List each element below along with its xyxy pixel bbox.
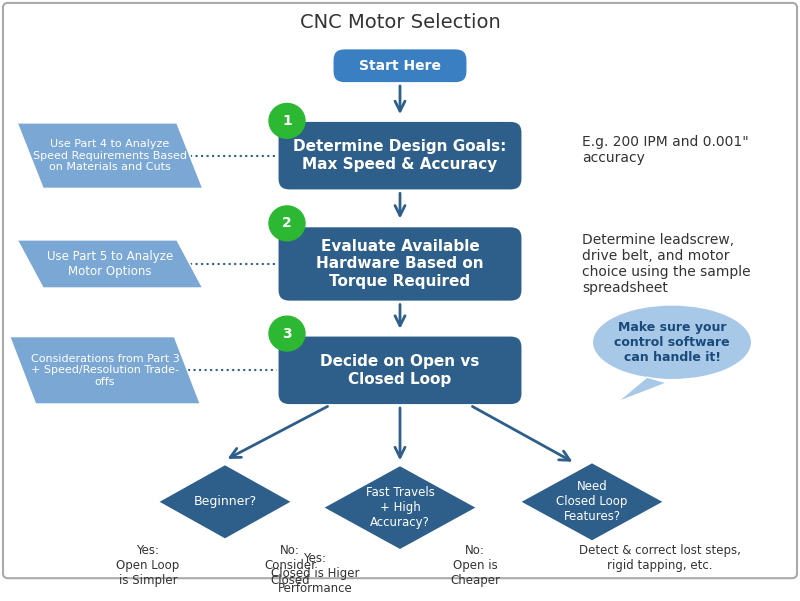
Polygon shape (322, 465, 478, 550)
Text: Determine Design Goals:
Max Speed & Accuracy: Determine Design Goals: Max Speed & Accu… (294, 139, 506, 172)
Text: Yes:
Closed is Higer
Performance: Yes: Closed is Higer Performance (270, 552, 359, 595)
Polygon shape (158, 464, 293, 540)
Text: Yes:
Open Loop
is Simpler: Yes: Open Loop is Simpler (116, 545, 180, 587)
Text: CNC Motor Selection: CNC Motor Selection (300, 13, 500, 32)
Text: Evaluate Available
Hardware Based on
Torque Required: Evaluate Available Hardware Based on Tor… (316, 239, 484, 289)
Text: Beginner?: Beginner? (194, 495, 257, 508)
Circle shape (269, 316, 305, 351)
Text: Considerations from Part 3
+ Speed/Resolution Trade-
offs: Considerations from Part 3 + Speed/Resol… (30, 354, 179, 387)
Circle shape (269, 103, 305, 138)
Text: Use Part 4 to Analyze
Speed Requirements Based
on Materials and Cuts: Use Part 4 to Analyze Speed Requirements… (33, 139, 187, 172)
Text: Decide on Open vs
Closed Loop: Decide on Open vs Closed Loop (320, 354, 480, 386)
Text: 3: 3 (282, 326, 292, 341)
Text: Fast Travels
+ High
Accuracy?: Fast Travels + High Accuracy? (366, 486, 434, 529)
FancyBboxPatch shape (333, 48, 467, 83)
Text: Detect & correct lost steps,
rigid tapping, etc.: Detect & correct lost steps, rigid tappi… (579, 545, 741, 572)
Text: No:
Consider
Closed: No: Consider Closed (264, 545, 316, 587)
Text: Need
Closed Loop
Features?: Need Closed Loop Features? (556, 480, 628, 523)
Text: No:
Open is
Cheaper: No: Open is Cheaper (450, 545, 500, 587)
Polygon shape (10, 337, 201, 404)
Polygon shape (17, 123, 203, 189)
Polygon shape (617, 377, 667, 402)
Ellipse shape (592, 305, 752, 380)
FancyBboxPatch shape (278, 121, 522, 191)
Text: E.g. 200 IPM and 0.001"
accuracy: E.g. 200 IPM and 0.001" accuracy (582, 135, 749, 165)
Polygon shape (519, 462, 665, 542)
Circle shape (269, 206, 305, 241)
Text: 1: 1 (282, 114, 292, 128)
Text: Make sure your
control software
can handle it!: Make sure your control software can hand… (614, 321, 730, 364)
Text: Start Here: Start Here (359, 59, 441, 73)
Text: Use Part 5 to Analyze
Motor Options: Use Part 5 to Analyze Motor Options (47, 250, 173, 278)
Text: Determine leadscrew,
drive belt, and motor
choice using the sample
spreadsheet: Determine leadscrew, drive belt, and mot… (582, 233, 750, 295)
Polygon shape (17, 240, 203, 288)
FancyBboxPatch shape (278, 226, 522, 302)
Text: 2: 2 (282, 216, 292, 230)
FancyBboxPatch shape (278, 335, 522, 405)
